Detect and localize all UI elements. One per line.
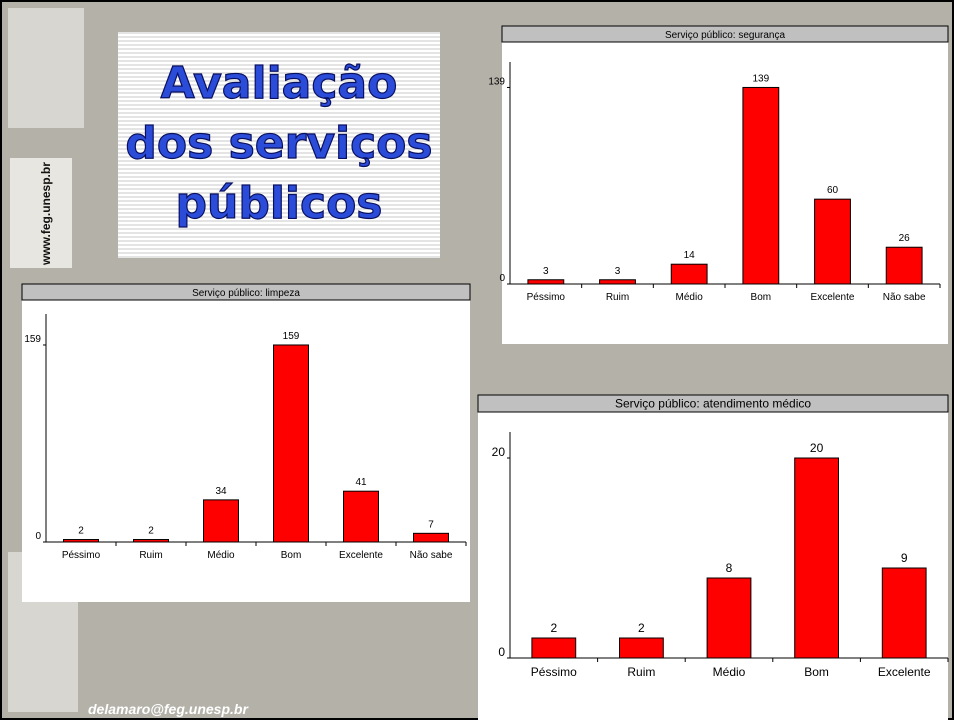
y-tick-label: 0 — [498, 645, 505, 659]
x-tick-label: Bom — [751, 292, 772, 303]
x-tick-label: Bom — [804, 665, 829, 679]
y-tick-label: 20 — [492, 445, 506, 459]
bar — [133, 539, 169, 543]
bar — [273, 344, 309, 543]
x-tick-label: Excelente — [339, 550, 383, 561]
value-label: 41 — [355, 477, 367, 488]
value-label: 34 — [215, 486, 227, 497]
x-tick-label: Excelente — [878, 665, 931, 679]
title-line: públicos — [176, 178, 383, 229]
y-tick-label: 0 — [35, 531, 41, 542]
value-label: 60 — [827, 185, 839, 196]
cartoon-top — [8, 8, 84, 128]
chart-title-bar — [477, 394, 949, 413]
logo-strip — [10, 158, 72, 268]
x-tick-label: Ruim — [627, 665, 655, 679]
bar — [881, 567, 927, 659]
footer: delamaro@feg.unesp.br — [88, 701, 249, 717]
bar — [794, 457, 840, 659]
value-label: 139 — [752, 73, 769, 84]
chart-title: Serviço público: atendimento médico — [615, 397, 811, 411]
x-tick-label: Ruim — [139, 550, 162, 561]
value-label: 3 — [615, 266, 621, 277]
side-text: www.feg.unesp.br — [39, 162, 53, 266]
chart-panel — [478, 395, 948, 720]
title-line: dos serviços — [125, 118, 432, 169]
bar — [527, 279, 565, 285]
x-tick-label: Excelente — [811, 292, 855, 303]
x-tick-label: Ruim — [606, 292, 629, 303]
value-label: 20 — [810, 441, 824, 455]
value-label: 9 — [901, 551, 908, 565]
bar — [885, 246, 923, 285]
bar — [413, 532, 449, 543]
x-tick-label: Não sabe — [410, 550, 453, 561]
bar — [203, 499, 239, 543]
chart-title: Serviço público: segurança — [665, 30, 786, 41]
chart-title-bar — [21, 283, 471, 301]
x-tick-label: Péssimo — [62, 550, 101, 561]
chart-title-bar — [501, 25, 949, 43]
bar — [599, 279, 636, 285]
y-tick-label: 159 — [24, 334, 41, 345]
bar — [742, 86, 780, 285]
bar — [619, 637, 664, 659]
chart-panel — [502, 26, 948, 344]
value-label: 14 — [684, 250, 696, 261]
value-label: 2 — [148, 526, 154, 537]
x-tick-label: Médio — [676, 292, 704, 303]
chart-title: Serviço público: limpeza — [192, 288, 300, 299]
y-tick-label: 0 — [499, 273, 505, 284]
value-label: 159 — [283, 331, 300, 342]
value-label: 2 — [78, 526, 84, 537]
x-tick-label: Péssimo — [527, 292, 566, 303]
value-label: 2 — [638, 621, 645, 635]
title-line: Avaliação — [161, 58, 398, 109]
bar — [531, 637, 577, 659]
x-tick-label: Médio — [713, 665, 746, 679]
chart-panel — [22, 284, 470, 602]
x-tick-label: Não sabe — [883, 292, 926, 303]
value-label: 3 — [543, 266, 549, 277]
bar — [670, 263, 708, 285]
x-tick-label: Médio — [207, 550, 235, 561]
title-box — [118, 32, 440, 258]
x-tick-label: Péssimo — [531, 665, 577, 679]
value-label: 7 — [428, 519, 434, 530]
bar — [63, 539, 99, 543]
x-tick-label: Bom — [281, 550, 302, 561]
y-tick-label: 139 — [488, 76, 505, 87]
value-label: 26 — [899, 233, 911, 244]
value-label: 2 — [550, 621, 557, 635]
bar — [706, 577, 752, 659]
bar — [814, 198, 851, 285]
value-label: 8 — [726, 561, 733, 575]
bar — [343, 490, 379, 543]
